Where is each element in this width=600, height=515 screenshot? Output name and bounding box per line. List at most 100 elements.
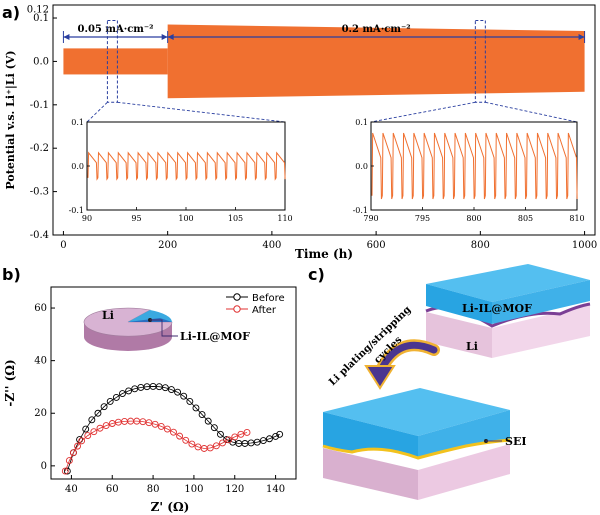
signal-band-low-current: [63, 48, 168, 75]
series-after-point: [157, 422, 165, 430]
series-after-point: [206, 444, 214, 452]
zoom-box-0: [106, 20, 118, 103]
series-after-point: [74, 442, 81, 450]
chart-b-ylabel: -Z'' (Ω): [3, 359, 17, 406]
chart-b-ytick-label: 0: [41, 461, 47, 472]
panel-label-c: c): [308, 265, 325, 284]
series-before-point: [168, 386, 175, 394]
pie-schematic: Li Li-IL@MOF: [83, 307, 250, 351]
top-li-left-face: [426, 312, 492, 358]
zoom-connector: [485, 101, 578, 123]
chart-a-regions: 0.05 mA·cm⁻² 0.2 mA·cm⁻²: [62, 24, 586, 43]
chart-a-ytick-label: -0.2: [30, 143, 49, 154]
series-before-point: [100, 403, 108, 411]
chart-a-ytick-label: 0.12: [27, 4, 49, 15]
series-before-point: [161, 384, 169, 392]
chart-b-xtick-label: 80: [147, 484, 160, 495]
chart-b-xtick-label: 100: [184, 484, 203, 495]
chart-a-xtick-label: 200: [158, 240, 177, 251]
series-before-point: [180, 392, 188, 400]
inset-xtick-label: 810: [569, 214, 584, 223]
region-high-current-arrow-left: [167, 34, 174, 40]
chart-a-frame: [52, 4, 596, 236]
series-after-point: [237, 430, 245, 438]
series-after-point: [243, 428, 251, 436]
chart-a-xtick-label: 1000: [572, 240, 597, 251]
zoom-box-1: [474, 20, 486, 103]
region-high-current-label: 0.2 mA·cm⁻²: [342, 24, 411, 35]
cycle-arrow: Li plating/stripping cycles: [327, 304, 440, 390]
series-before-point: [186, 397, 194, 405]
region-low-current-label: 0.05 mA·cm⁻²: [78, 24, 154, 35]
panel-label-b: b): [2, 265, 21, 284]
series-before-point: [119, 390, 126, 397]
inset-ytick-label: 0.0: [71, 162, 84, 171]
series-after-point: [176, 432, 184, 440]
series-after-point: [163, 425, 171, 433]
legend-before-label: Before: [252, 293, 285, 304]
pie-pointer-line: [150, 319, 178, 337]
series-after-point: [212, 442, 220, 450]
series-before-point: [266, 435, 273, 443]
series-before-point: [272, 432, 280, 440]
series-before-point: [63, 467, 71, 475]
chart-a-xtick-label: 0: [60, 240, 66, 251]
series-before-point: [112, 394, 120, 401]
legend-after-label: After: [252, 305, 277, 316]
bottom-mof-top-face: [323, 388, 510, 436]
zoom-connector: [86, 101, 108, 123]
series-before-point: [253, 438, 261, 446]
sei-label: SEI: [505, 435, 526, 448]
series-after-point: [219, 439, 226, 447]
chart-b-xtick-label: 60: [106, 484, 119, 495]
series-before-point: [210, 424, 218, 432]
series-after-point: [90, 428, 98, 436]
sei-layer: [322, 438, 511, 460]
chart-a-ytick-label: -0.1: [30, 100, 49, 111]
region-low-current-arrow-left: [63, 34, 70, 40]
panel-label-a: a): [2, 3, 20, 22]
chart-a-axes: 0 200 400 600 800 1000 0.1 0.0 -0.1 -0.2 -0.3 -0.4 0…: [27, 4, 598, 251]
zoom-connector: [370, 101, 476, 123]
top-li-right-face: [492, 305, 590, 358]
chart-a-ytick-label: -0.3: [30, 187, 49, 198]
inset-xtick-label: 795: [415, 214, 430, 223]
series-before-point: [198, 411, 206, 419]
series-after-point: [70, 449, 77, 457]
chart-a-xtick-label: 400: [262, 240, 281, 251]
series-after-point: [84, 432, 92, 440]
legend-before-marker: [233, 293, 241, 301]
series-before-point: [125, 387, 133, 395]
series-after-point: [231, 433, 239, 441]
inset-ytick-label: -0.1: [353, 206, 368, 215]
chart-b-ytick-label: 40: [34, 356, 47, 367]
chart-a: 0 200 400 600 800 1000 0.1 0.0 -0.1 -0.2 -0.3 -0.4 0…: [4, 4, 597, 261]
series-before-point: [217, 430, 224, 438]
bottom-li-left-face: [323, 448, 418, 500]
series-before-point: [192, 404, 200, 412]
chart-b-xtick-label: 40: [65, 484, 78, 495]
chart-b-xtick-label: 140: [266, 484, 285, 495]
series-after-point: [151, 420, 159, 428]
bottom-li-right-face: [418, 444, 510, 500]
pie-mof-label: Li-IL@MOF: [180, 330, 250, 343]
chart-b-series: [61, 382, 284, 475]
series-after-point: [78, 437, 86, 445]
inset-xtick-label: 790: [363, 214, 378, 223]
top-mof-label: Li-IL@MOF: [462, 302, 532, 315]
inset-waveform-1: [371, 132, 578, 200]
diagram-c: Li-IL@MOF Li Li plating/stripping cycles…: [322, 264, 591, 500]
series-after-point: [61, 467, 69, 475]
inset-xtick-label: 95: [131, 214, 141, 223]
chart-b: 40 60 80 100 120 140 0 20 40 60 Z' (Ω) -Z'' (Ω) B…: [3, 286, 297, 514]
chart-a-xtick-label: 800: [471, 240, 490, 251]
chart-b-ytick-label: 60: [34, 303, 47, 314]
bottom-layered-block: SEI: [322, 388, 526, 500]
inset-xtick-label: 805: [518, 214, 533, 223]
series-before-point: [88, 416, 96, 424]
bottom-mof-left-face: [323, 412, 418, 458]
inset-ytick-label: -0.1: [69, 206, 84, 215]
series-after-point: [102, 422, 110, 430]
bottom-mof-right-face: [418, 410, 510, 458]
